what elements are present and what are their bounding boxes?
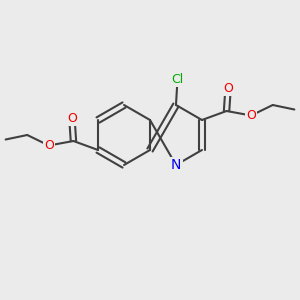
Text: O: O [223, 82, 233, 95]
Text: Cl: Cl [171, 73, 184, 86]
Text: O: O [44, 139, 54, 152]
Text: N: N [171, 158, 181, 172]
Text: O: O [67, 112, 77, 125]
Text: O: O [246, 109, 256, 122]
